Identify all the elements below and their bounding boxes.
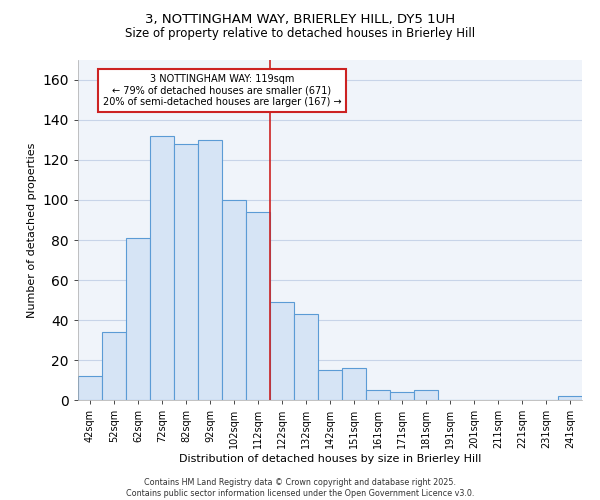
Bar xyxy=(270,302,294,400)
Bar xyxy=(198,140,222,400)
Bar xyxy=(366,390,390,400)
Text: Contains HM Land Registry data © Crown copyright and database right 2025.
Contai: Contains HM Land Registry data © Crown c… xyxy=(126,478,474,498)
Bar xyxy=(246,212,270,400)
X-axis label: Distribution of detached houses by size in Brierley Hill: Distribution of detached houses by size … xyxy=(179,454,481,464)
Bar xyxy=(294,314,318,400)
Bar xyxy=(342,368,366,400)
Bar xyxy=(102,332,126,400)
Bar xyxy=(174,144,198,400)
Bar xyxy=(126,238,150,400)
Y-axis label: Number of detached properties: Number of detached properties xyxy=(27,142,37,318)
Bar xyxy=(222,200,246,400)
Text: 3, NOTTINGHAM WAY, BRIERLEY HILL, DY5 1UH: 3, NOTTINGHAM WAY, BRIERLEY HILL, DY5 1U… xyxy=(145,12,455,26)
Text: Size of property relative to detached houses in Brierley Hill: Size of property relative to detached ho… xyxy=(125,28,475,40)
Bar xyxy=(150,136,174,400)
Bar xyxy=(414,390,438,400)
Text: 3 NOTTINGHAM WAY: 119sqm
← 79% of detached houses are smaller (671)
20% of semi-: 3 NOTTINGHAM WAY: 119sqm ← 79% of detach… xyxy=(103,74,341,107)
Bar xyxy=(318,370,342,400)
Bar xyxy=(78,376,102,400)
Bar xyxy=(558,396,582,400)
Bar xyxy=(390,392,414,400)
